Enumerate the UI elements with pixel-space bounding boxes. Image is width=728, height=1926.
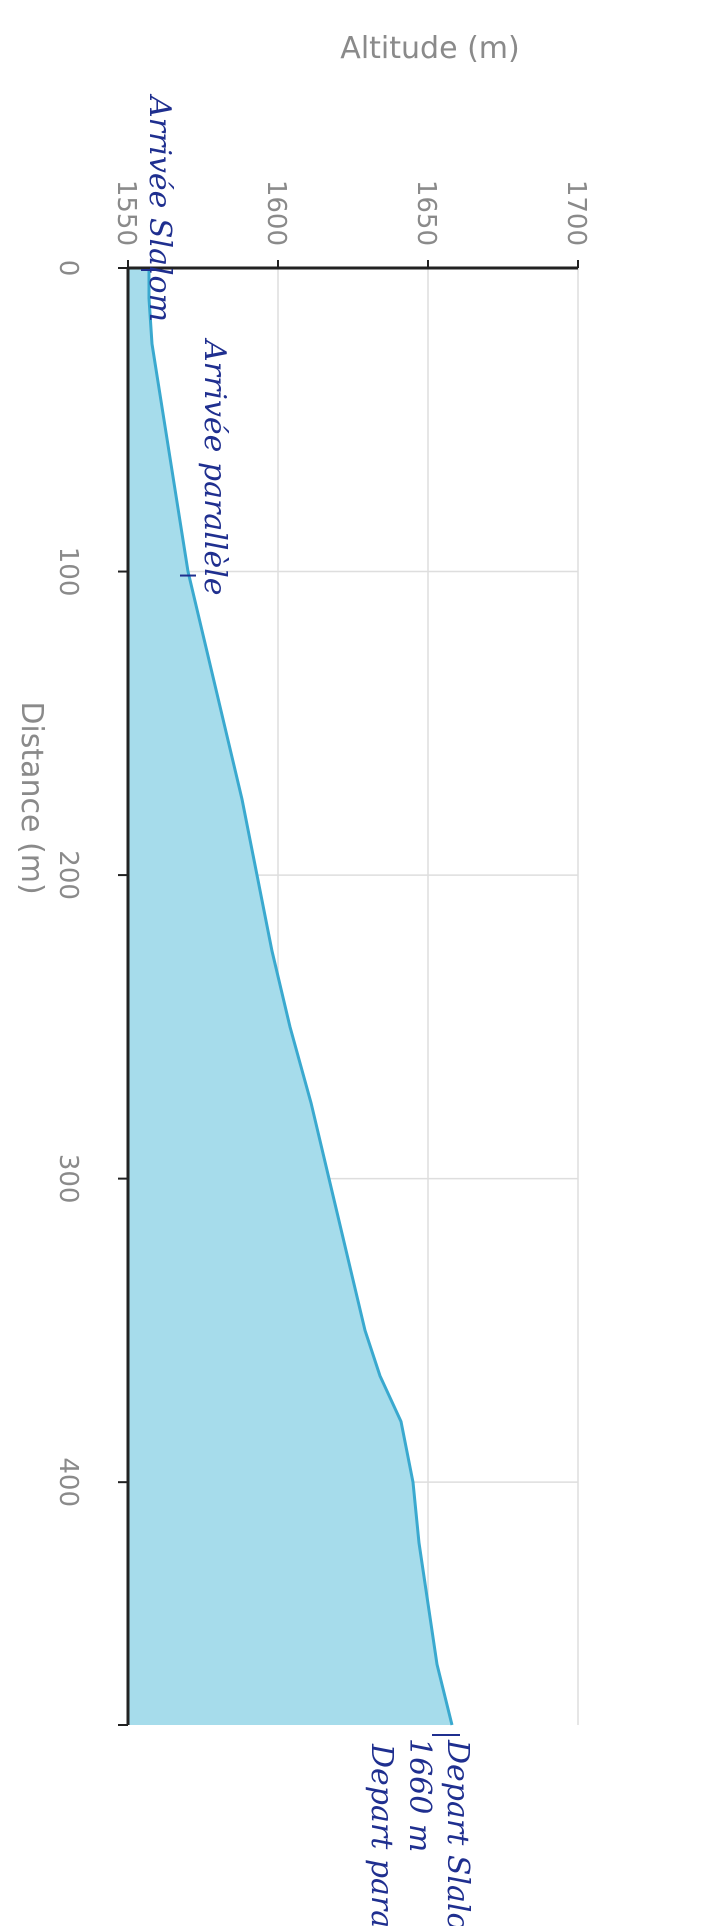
annotation-depart-slalom: Depart Slalom <box>440 1739 475 1926</box>
annotation-arrivee-slalom: Arrivée Slalom <box>142 93 177 322</box>
ticks-layer: 1550 1600 1650 1700 0 100 200 300 400 <box>53 180 591 1507</box>
annotation-depart-parallele: Depart parallèle <box>364 1743 399 1926</box>
y-tick-label: 1700 <box>561 180 591 246</box>
annotation-altitude-1660: 1660 m <box>402 1738 437 1852</box>
axes-layer <box>118 260 579 1726</box>
area-line <box>147 268 454 1726</box>
annotation-arrivee-parallele: Arrivée parallèle <box>197 337 232 596</box>
area-fill <box>128 268 452 1725</box>
y-axis-title: Altitude (m) <box>340 31 519 66</box>
y-tick-label: 1600 <box>261 180 291 246</box>
x-tick-label: 200 <box>53 850 83 900</box>
x-axis-title: Distance (m) <box>14 701 49 894</box>
y-tick-label: 1650 <box>411 180 441 246</box>
x-tick-label: 100 <box>53 547 83 597</box>
x-tick-label: 300 <box>53 1154 83 1204</box>
annotations-layer: Arrivée Slalom Arrivée parallèle Depart Sl… <box>141 93 475 1926</box>
y-tick-label: 1550 <box>111 180 141 246</box>
x-tick-label: 400 <box>53 1457 83 1507</box>
x-tick-label: 0 <box>53 260 83 277</box>
